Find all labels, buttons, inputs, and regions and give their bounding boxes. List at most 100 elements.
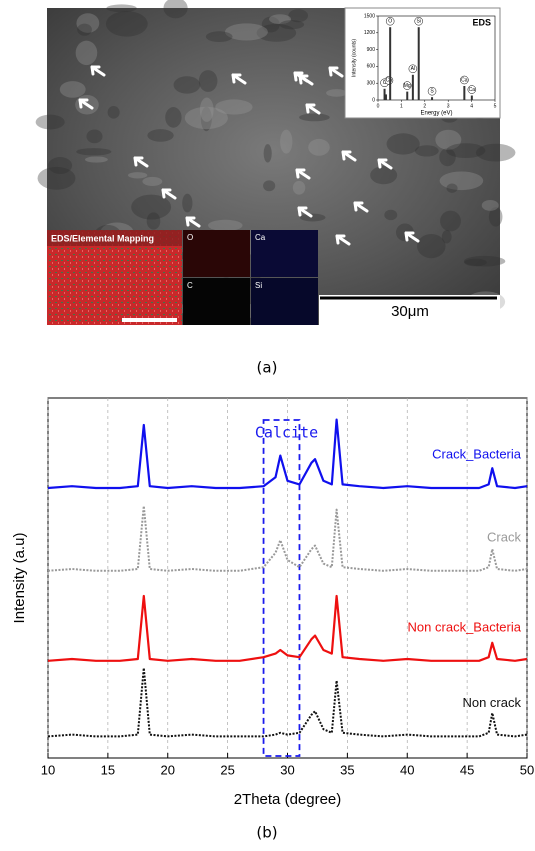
x-axis-label: Energy (eV) bbox=[420, 111, 452, 117]
y-axis-label: Intensity (counts) bbox=[351, 39, 357, 77]
map-label: C bbox=[187, 281, 193, 290]
sem-feature bbox=[59, 81, 86, 98]
map-label: Si bbox=[255, 281, 262, 290]
arrow bbox=[341, 150, 357, 162]
sem-feature bbox=[105, 11, 148, 37]
eds-title: EDS bbox=[472, 17, 491, 27]
sem-feature bbox=[440, 210, 461, 232]
sem-feature bbox=[481, 199, 499, 211]
sem-feature bbox=[288, 9, 309, 23]
sem-feature bbox=[84, 156, 108, 163]
caption-b: (b) bbox=[256, 824, 277, 842]
sem-feature bbox=[75, 40, 98, 66]
peak-marker bbox=[427, 86, 437, 96]
peak bbox=[383, 88, 386, 100]
sem-feature bbox=[488, 207, 503, 227]
map-label: Ca bbox=[255, 233, 266, 242]
x-tick-label: 10 bbox=[41, 762, 55, 777]
sem-feature bbox=[76, 148, 112, 156]
mapping-title: EDS/Elemental Mapping bbox=[51, 233, 154, 243]
peak-label: Mg bbox=[404, 83, 411, 89]
map-scale bbox=[122, 318, 177, 322]
scale-bg bbox=[319, 295, 500, 325]
arrow bbox=[404, 231, 420, 243]
sem-feature bbox=[77, 23, 92, 36]
arrow bbox=[305, 103, 321, 115]
arrow bbox=[185, 216, 201, 228]
arrow bbox=[90, 65, 106, 77]
peak bbox=[431, 97, 434, 100]
peak bbox=[384, 94, 387, 100]
sem-feature bbox=[199, 97, 214, 122]
sem-feature bbox=[86, 129, 103, 144]
sem-feature bbox=[205, 31, 233, 43]
peak-marker bbox=[385, 16, 395, 26]
eds-inset bbox=[344, 7, 501, 119]
arrow bbox=[335, 234, 351, 246]
sem-feature bbox=[326, 89, 348, 97]
sem-feature bbox=[384, 209, 398, 221]
sem-feature bbox=[292, 180, 306, 195]
sem-feature bbox=[165, 107, 182, 128]
sem-feature bbox=[299, 213, 326, 222]
legend-label: Crack_Bacteria bbox=[432, 447, 522, 462]
sem-feature bbox=[446, 183, 458, 193]
arrow bbox=[353, 201, 369, 213]
x-tick-label: 25 bbox=[220, 762, 234, 777]
peak-marker bbox=[460, 75, 469, 85]
x-tick-label: 1 bbox=[400, 103, 403, 109]
peak-marker bbox=[414, 16, 423, 26]
sem-feature bbox=[76, 13, 100, 33]
sem-feature bbox=[261, 16, 280, 33]
y-tick-label: 300 bbox=[367, 81, 376, 87]
x-tick-label: 20 bbox=[161, 762, 175, 777]
sem-feature bbox=[279, 20, 305, 30]
series-line bbox=[47, 418, 528, 490]
sem-feature bbox=[370, 166, 398, 185]
sem-feature bbox=[263, 180, 276, 192]
eds-frame bbox=[377, 15, 496, 101]
series-line bbox=[47, 594, 528, 662]
sem-feature bbox=[173, 76, 201, 94]
arrow bbox=[298, 74, 314, 86]
arrows bbox=[78, 65, 420, 246]
sem-feature bbox=[215, 99, 253, 115]
y-tick-label: 0 bbox=[372, 97, 375, 103]
sem-feature bbox=[439, 171, 484, 191]
peak-label: C bbox=[383, 80, 387, 86]
sem-feature bbox=[37, 166, 76, 190]
peak bbox=[417, 27, 420, 101]
sem-feature bbox=[163, 0, 188, 19]
sem-feature bbox=[131, 194, 172, 220]
y-tick-label: 1200 bbox=[364, 30, 375, 36]
arrow bbox=[328, 66, 344, 78]
peak-label: Ca bbox=[386, 78, 393, 84]
sem-feature bbox=[184, 106, 228, 130]
sem-feature bbox=[142, 176, 163, 186]
sem-feature bbox=[464, 258, 487, 267]
legend-label: Non crack_Bacteria bbox=[408, 619, 522, 634]
y-tick-label: 900 bbox=[367, 47, 376, 53]
peak-marker bbox=[403, 81, 412, 90]
x-tick-label: 3 bbox=[447, 103, 450, 109]
sem-feature bbox=[417, 233, 446, 259]
sem-feature bbox=[48, 157, 73, 175]
arrow bbox=[295, 168, 311, 180]
sem-feature bbox=[256, 24, 297, 42]
annotation-box bbox=[262, 419, 301, 757]
scale-label: 30μm bbox=[391, 303, 429, 320]
x-tick-label: 2 bbox=[423, 103, 426, 109]
sem-feature bbox=[299, 113, 330, 122]
arrow bbox=[161, 188, 177, 200]
sem-feature bbox=[308, 138, 330, 156]
caption-a: (a) bbox=[257, 359, 278, 377]
peak-label: Si bbox=[416, 19, 420, 25]
sem-feature bbox=[107, 106, 120, 119]
annotation-label: Calcite bbox=[255, 424, 318, 442]
x-tick-label: 15 bbox=[101, 762, 115, 777]
sem-feature bbox=[441, 230, 452, 244]
mapping-header bbox=[47, 230, 182, 246]
series-line bbox=[47, 505, 528, 572]
sem-feature bbox=[476, 143, 516, 162]
